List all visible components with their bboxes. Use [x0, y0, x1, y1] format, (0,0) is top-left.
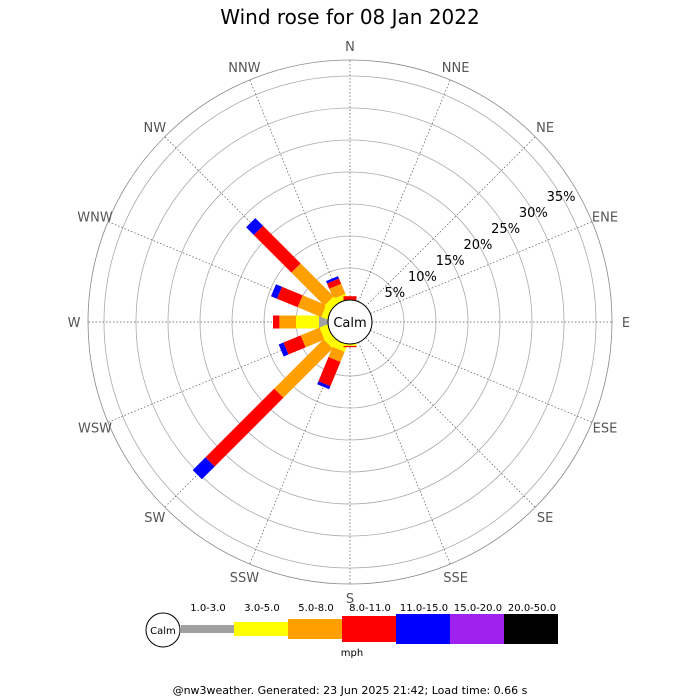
legend-units: mph	[340, 648, 364, 659]
ring-label: 10%	[408, 270, 437, 285]
direction-label-nne: NNE	[442, 61, 470, 76]
ring-label: 15%	[436, 254, 465, 269]
direction-label-n: N	[345, 40, 355, 55]
bar-nnw-11.0-15.0	[326, 276, 339, 284]
ring-label: 30%	[519, 206, 548, 221]
bar-sw-8.0-11.0	[205, 388, 284, 467]
legend-label-15.0-20.0: 15.0-20.0	[454, 603, 502, 614]
bar-wnw-5.0-8.0	[297, 295, 327, 318]
spoke-ese	[370, 330, 593, 423]
grid-ring	[135, 107, 565, 537]
direction-label-nnw: NNW	[228, 61, 260, 76]
legend-label-8.0-11.0: 8.0-11.0	[349, 603, 391, 614]
spoke-nne	[358, 79, 451, 302]
bar-sw-5.0-8.0	[274, 339, 333, 398]
legend-swatch-15.0-20.0	[450, 614, 504, 644]
bar-wsw-11.0-15.0	[278, 342, 289, 357]
legend-calm-circle	[145, 612, 181, 648]
legend-swatch-11.0-15.0	[396, 614, 450, 644]
ring-label: 20%	[463, 238, 492, 253]
direction-label-s: S	[346, 592, 354, 607]
ring-label: 5%	[384, 286, 405, 301]
legend-label-20.0-50.0: 20.0-50.0	[508, 603, 556, 614]
legend-label-3.0-5.0: 3.0-5.0	[244, 603, 279, 614]
direction-label-ne: NE	[536, 121, 554, 136]
wind-bars	[192, 218, 357, 480]
legend-swatch-3.0-5.0	[234, 622, 288, 636]
calm-label: Calm	[333, 316, 366, 331]
direction-label-sw: SW	[144, 511, 165, 526]
bar-ssw-3.0-5.0	[332, 339, 348, 352]
calm-circle	[327, 299, 373, 345]
bar-w-5.0-8.0	[279, 315, 296, 329]
chart-title: Wind rose for 08 Jan 2022	[220, 5, 480, 29]
bar-wnw-8.0-11.0	[276, 286, 303, 308]
ring-label: 25%	[491, 222, 520, 237]
direction-label-sse: SSE	[443, 571, 468, 586]
grid-ring	[199, 171, 501, 473]
legend-label-11.0-15.0: 11.0-15.0	[400, 603, 448, 614]
direction-label-ssw: SSW	[230, 571, 260, 586]
direction-label-wsw: WSW	[78, 422, 112, 437]
direction-label-e: E	[622, 316, 630, 331]
legend-label-1.0-3.0: 1.0-3.0	[190, 603, 225, 614]
legend-calm-label: Calm	[150, 626, 176, 637]
bar-ssw-8.0-11.0	[318, 357, 341, 387]
bar-n-8.0-11.0	[343, 296, 357, 300]
legend-swatch-20.0-50.0	[504, 614, 558, 644]
bar-w-3.0-5.0	[296, 315, 319, 329]
legend-swatch-1.0-3.0	[181, 625, 234, 633]
direction-label-nw: NW	[144, 121, 167, 136]
bar-nw-8.0-11.0	[253, 225, 301, 273]
spoke-se	[365, 337, 536, 508]
legend-swatch-8.0-11.0	[342, 616, 396, 642]
spoke-ne	[365, 136, 536, 307]
ring-label: 35%	[547, 190, 576, 205]
bar-nw-5.0-8.0	[291, 263, 334, 306]
direction-label-ene: ENE	[592, 210, 618, 225]
bar-nnw-8.0-11.0	[327, 278, 342, 289]
bar-wsw-5.0-8.0	[300, 327, 325, 348]
bar-nw-3.0-5.0	[324, 296, 339, 311]
grid-ring	[167, 139, 533, 505]
spoke-nnw	[249, 79, 342, 302]
direction-label-se: SE	[537, 511, 553, 526]
direction-labels: N NNE NE ENE E ESE SE SSE S SSW SW WSW W WNW NW NNW	[68, 40, 631, 607]
bar-wsw-8.0-11.0	[283, 335, 306, 355]
bar-ssw-11.0-15.0	[317, 381, 331, 390]
spoke-sse	[358, 342, 451, 565]
speed-legend: Calm 1.0-3.0 3.0-5.0 5.0-8.0 8.0-11.0 11.0-15…	[145, 603, 558, 648]
legend-swatch-5.0-8.0	[288, 619, 342, 639]
bar-sw-11.0-15.0	[192, 457, 215, 480]
bar-wnw-11.0-15.0	[271, 284, 282, 299]
footer-text: @nw3weather. Generated: 23 Jun 2025 21:4…	[172, 684, 528, 697]
direction-label-wnw: WNW	[77, 210, 113, 225]
calm-center: Calm	[327, 299, 373, 345]
outer-ring	[87, 59, 613, 585]
bar-nw-11.0-15.0	[246, 218, 263, 235]
bar-s-3.0-5.0	[343, 344, 357, 346]
ring-labels: 5%10%15%20%25%30%35%	[384, 190, 575, 301]
bar-w-8.0-11.0	[273, 315, 280, 329]
legend-label-5.0-8.0: 5.0-8.0	[298, 603, 333, 614]
spoke-ene	[370, 221, 593, 314]
bar-s-8.0-11.0	[343, 345, 357, 348]
bar-nnw-5.0-8.0	[329, 283, 346, 299]
bar-ssw-5.0-8.0	[328, 346, 345, 362]
direction-label-ese: ESE	[593, 422, 618, 437]
direction-label-w: W	[68, 316, 81, 331]
